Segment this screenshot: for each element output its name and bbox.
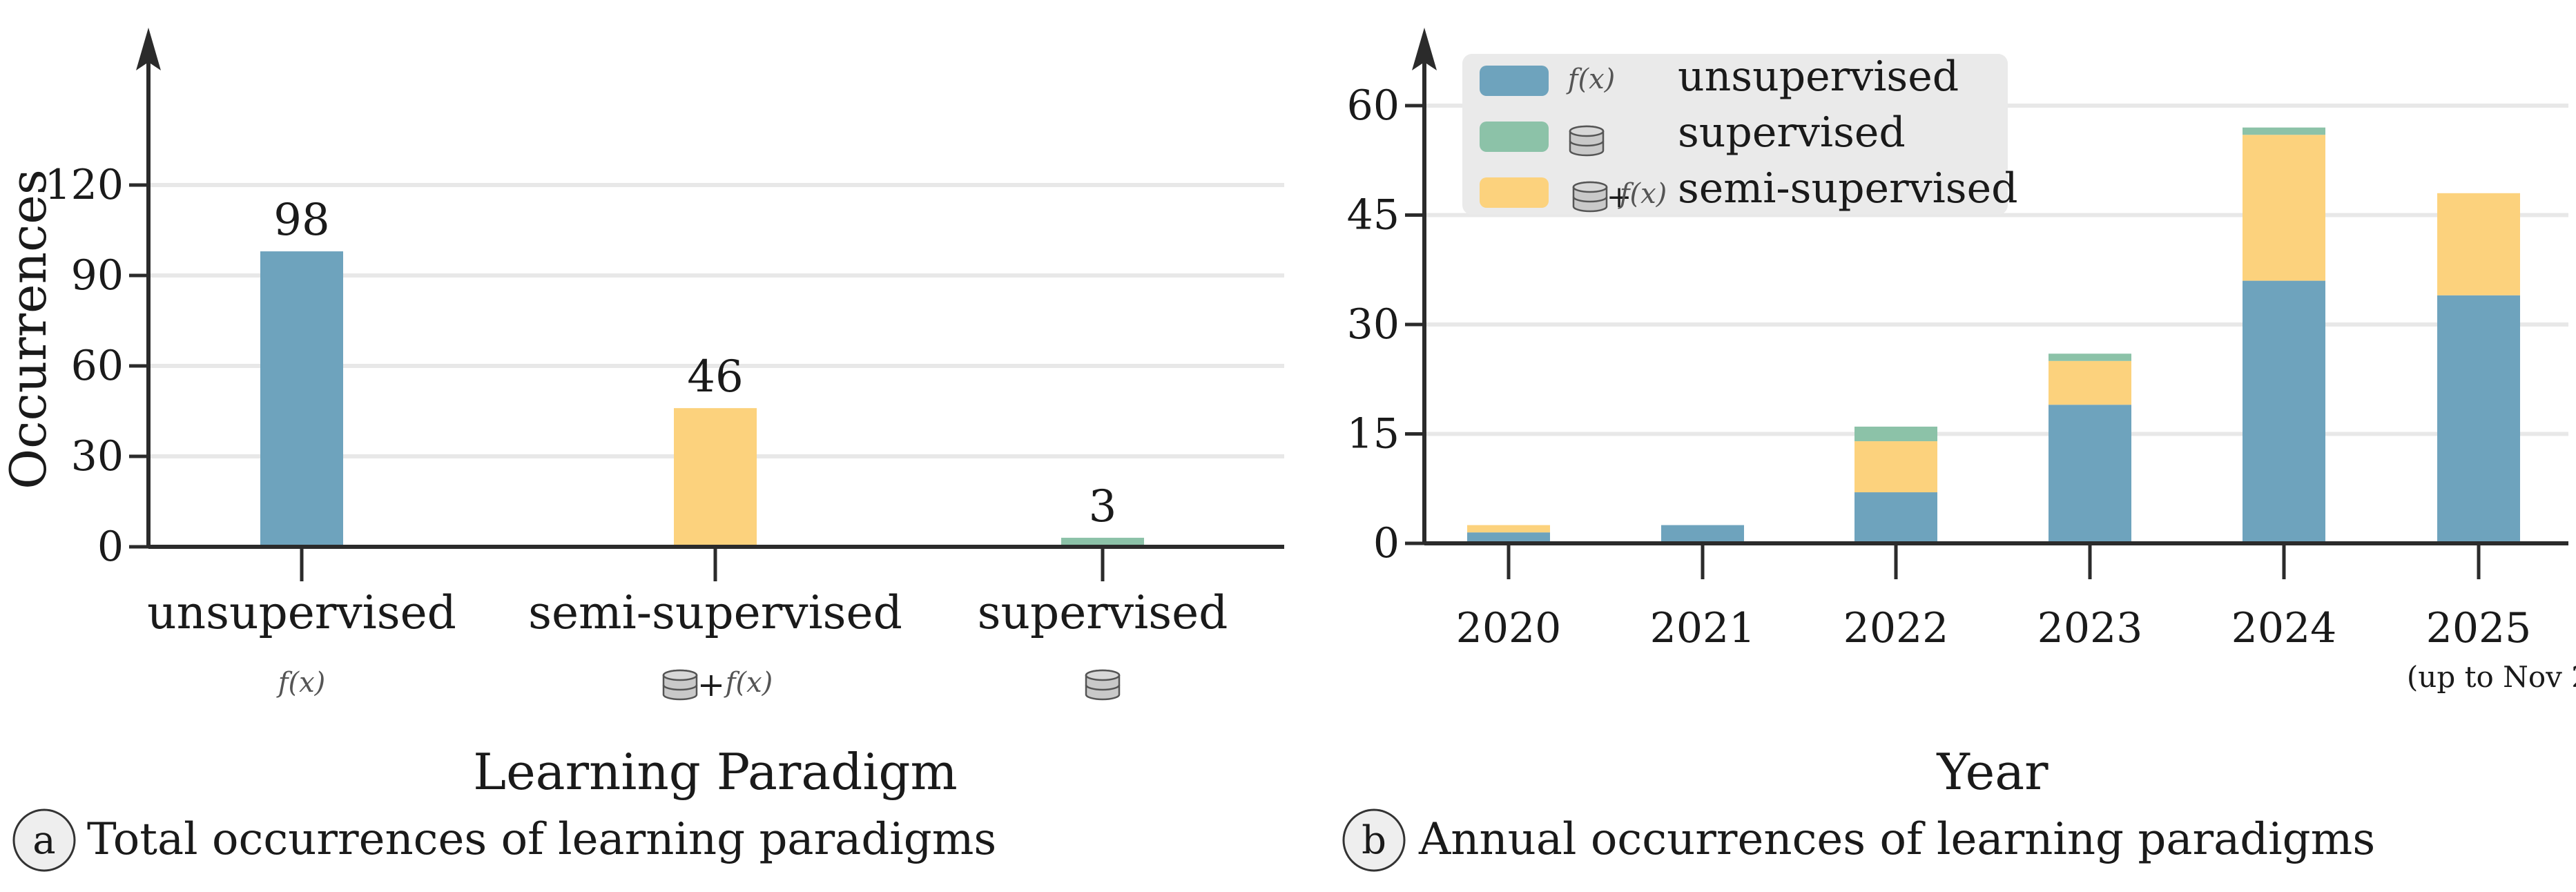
legend-swatch-semi-supervised — [1480, 177, 1549, 208]
panel-b-yticks: 0 15 30 45 60 — [1347, 81, 1424, 568]
panel-b-xticks — [1507, 543, 2481, 579]
panel-a-caption-text: Total occurrences of learning paradigms — [87, 814, 996, 865]
y-tick-label: 30 — [1347, 300, 1400, 349]
legend-item-unsupervised: f(x) unsupervised — [1480, 52, 1959, 101]
panel-a-yticks: 0 30 60 90 120 — [44, 161, 148, 571]
data-label: 98 — [273, 195, 329, 246]
database-plus-function-icon: + f(x) — [1572, 178, 1667, 215]
y-tick-label: 0 — [97, 523, 124, 571]
bar-2021-unsupervised — [1661, 525, 1744, 543]
data-label: 46 — [687, 351, 743, 403]
category-label-supervised: supervised — [978, 586, 1228, 639]
bar-semi-supervised — [674, 408, 757, 547]
panel-b-x-axis-title: Year — [1936, 743, 2049, 801]
panel-a-badge-letter: a — [32, 818, 55, 863]
legend-item-supervised: supervised — [1480, 108, 1906, 157]
function-icon: f(x) — [1566, 64, 1616, 95]
panel-a-bars — [260, 251, 1144, 547]
bar-2025-unsupervised — [2437, 295, 2520, 543]
database-plus-function-icon: + f(x) — [662, 666, 773, 704]
category-label-2024: 2024 — [2231, 604, 2337, 652]
bar-2024-semi-supervised — [2243, 135, 2325, 281]
panel-b-badge — [1342, 808, 1406, 872]
panel-a-badge — [12, 808, 76, 872]
legend-label-supervised: supervised — [1678, 108, 1906, 157]
panel-a-xticks — [300, 547, 1105, 581]
panel-b-category-labels: 2020 2021 2022 2023 2024 2025 — [1456, 604, 2532, 652]
panel-b-axes — [1412, 28, 2568, 545]
category-label-2023: 2023 — [2037, 604, 2143, 652]
data-label: 3 — [1089, 481, 1117, 532]
bar-2022-unsupervised — [1854, 492, 1937, 543]
plus-icon: + — [1607, 180, 1632, 215]
database-icon — [1569, 125, 1605, 157]
bar-2024-unsupervised — [2243, 280, 2325, 543]
bar-2022-semi-supervised — [1854, 441, 1937, 493]
y-tick-label: 60 — [71, 342, 124, 390]
function-icon: f(x) — [276, 667, 326, 699]
bar-2023-supervised — [2049, 353, 2131, 361]
y-axis-arrow — [136, 28, 161, 70]
legend-label-unsupervised: unsupervised — [1678, 52, 1959, 101]
category-label-2021: 2021 — [1650, 604, 1756, 652]
bar-2024-supervised — [2243, 127, 2325, 135]
panel-a: 0 30 60 90 120 98 46 3 unsupervised semi-superv… — [0, 28, 1284, 872]
panel-b: 0 15 30 45 60 2020 2021 2022 2023 2024 2025 (up t… — [1342, 28, 2576, 872]
y-tick-label: 30 — [71, 432, 124, 481]
panel-b-bars — [1467, 127, 2520, 543]
bar-2023-unsupervised — [2049, 405, 2131, 543]
y-tick-label: 0 — [1373, 519, 1400, 568]
y-axis-arrow — [1412, 28, 1437, 70]
bar-2020-unsupervised — [1467, 532, 1550, 543]
panel-a-icons: f(x) + f(x) — [276, 666, 1121, 704]
function-icon: f(x) — [724, 667, 773, 699]
y-tick-label: 120 — [44, 161, 124, 209]
category-label-2020: 2020 — [1456, 604, 1562, 652]
legend-swatch-unsupervised — [1480, 66, 1549, 96]
category-label-2022: 2022 — [1843, 604, 1949, 652]
panel-a-y-axis-title: Occurrences — [0, 169, 57, 489]
panel-a-x-axis-title: Learning Paradigm — [473, 743, 957, 801]
panel-a-caption: a Total occurrences of learning paradigm… — [12, 808, 996, 872]
y-tick-label: 45 — [1347, 191, 1400, 240]
bar-2022-supervised — [1854, 426, 1937, 442]
panel-b-caption: b Annual occurrences of learning paradig… — [1342, 808, 2375, 872]
function-icon: f(x) — [1618, 178, 1667, 210]
legend-swatch-supervised — [1480, 122, 1549, 152]
panel-b-note-2025: (up to Nov 21) — [2407, 660, 2576, 694]
legend-label-semi-supervised: semi-supervised — [1678, 164, 2017, 213]
panel-a-category-labels: unsupervised semi-supervised supervised — [147, 586, 1228, 639]
panel-b-badge-letter: b — [1362, 818, 1386, 863]
database-icon — [1085, 669, 1121, 701]
panel-a-data-labels: 98 46 3 — [273, 195, 1116, 532]
legend-item-semi-supervised: + f(x) semi-supervised — [1480, 164, 2017, 215]
category-label-2025: 2025 — [2426, 604, 2532, 652]
panel-a-axes — [136, 28, 1284, 549]
plus-icon: + — [697, 666, 725, 704]
bar-unsupervised — [260, 251, 343, 547]
y-tick-label: 60 — [1347, 81, 1400, 130]
y-tick-label: 15 — [1347, 410, 1400, 458]
panel-b-legend: f(x) unsupervised supervised + f(x) semi… — [1462, 52, 2017, 215]
category-label-semi-supervised: semi-supervised — [528, 586, 902, 639]
bar-2025-semi-supervised — [2437, 193, 2520, 295]
bar-2020-semi-supervised — [1467, 525, 1550, 533]
legend-background — [1462, 54, 2008, 215]
bar-2023-semi-supervised — [2049, 360, 2131, 405]
bar-supervised — [1061, 537, 1144, 547]
panel-b-caption-text: Annual occurrences of learning paradigms — [1418, 814, 2375, 865]
category-label-unsupervised: unsupervised — [147, 586, 456, 639]
y-tick-label: 90 — [71, 251, 124, 300]
